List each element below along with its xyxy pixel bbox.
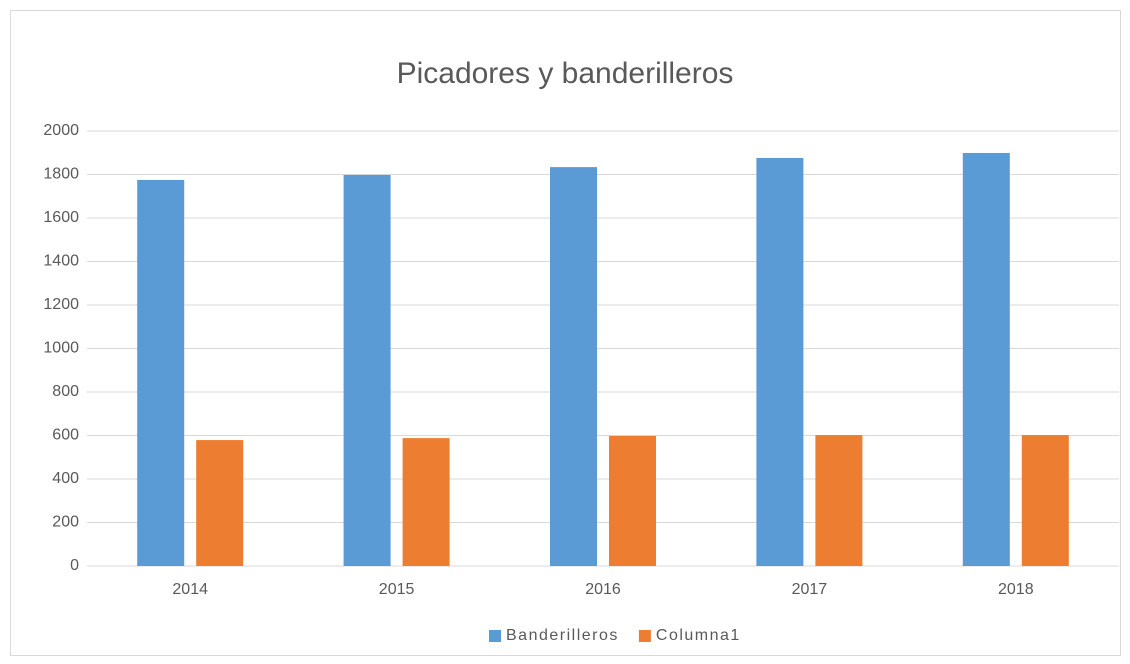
y-tick-label: 400 [52, 470, 79, 487]
legend-swatch [489, 630, 501, 642]
x-tick-label: 2015 [379, 581, 415, 598]
bar [137, 179, 185, 566]
x-tick-label: 2016 [585, 581, 621, 598]
y-tick-label: 1800 [43, 166, 79, 183]
y-tick-label: 600 [52, 427, 79, 444]
bar [609, 435, 656, 566]
y-tick-label: 800 [52, 383, 79, 400]
bar [550, 167, 597, 567]
y-tick-label: 2000 [43, 122, 79, 139]
bar [1021, 435, 1069, 566]
legend-label: Banderilleros [506, 627, 619, 644]
bar [343, 174, 391, 566]
bar [756, 157, 804, 566]
bar [402, 438, 450, 566]
y-tick-label: 1600 [43, 209, 79, 226]
x-tick-label: 2017 [792, 581, 828, 598]
y-tick-label: 1000 [43, 340, 79, 357]
bar [815, 435, 863, 566]
chart-title: Picadores y banderilleros [397, 57, 734, 90]
bar [196, 440, 244, 566]
y-tick-label: 0 [70, 557, 79, 574]
y-tick-label: 200 [52, 514, 79, 531]
legend-label: Columna1 [656, 627, 741, 644]
x-tick-label: 2018 [998, 581, 1034, 598]
bar [962, 152, 1010, 566]
legend-swatch [638, 630, 651, 642]
y-tick-label: 1200 [43, 296, 79, 313]
y-tick-label: 1400 [43, 253, 79, 270]
x-tick-label: 2014 [172, 581, 208, 598]
